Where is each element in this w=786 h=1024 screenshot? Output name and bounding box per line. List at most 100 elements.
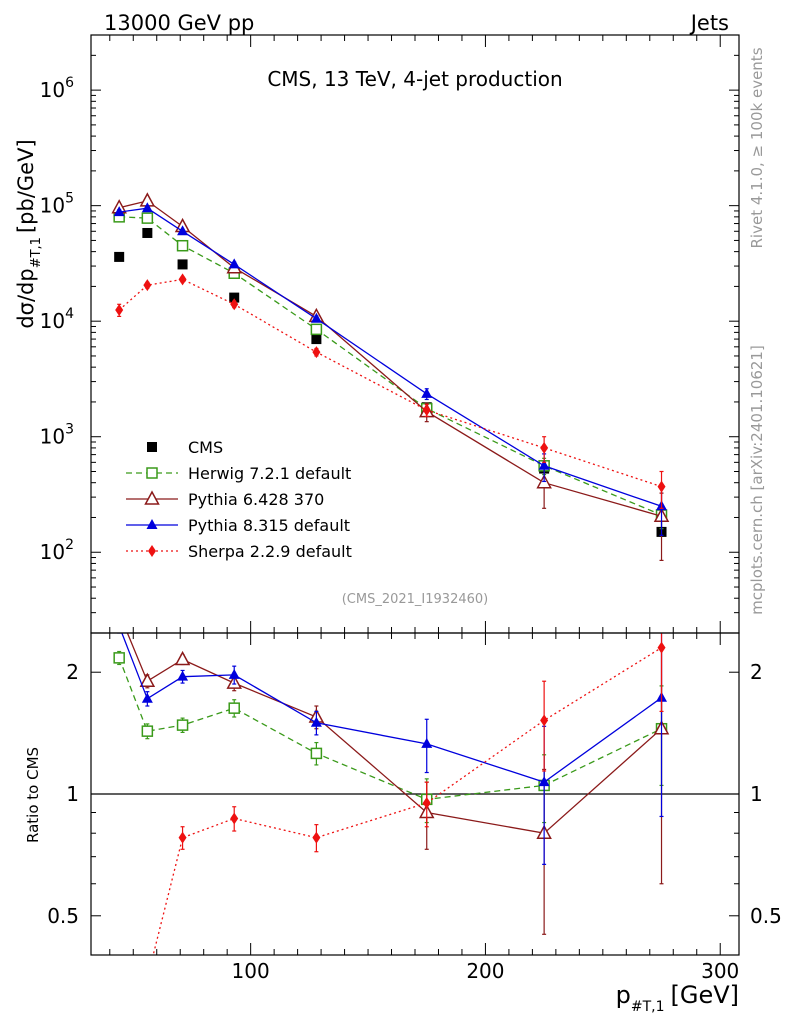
main-y-tick-label: 103 (40, 422, 74, 449)
process-label: 13000 GeV pp (104, 11, 254, 35)
herwig-7-2-1-default-point (176, 239, 189, 252)
main-y-tick-label: 105 (40, 191, 74, 218)
ratio-y-tick-label: 1 (66, 782, 79, 806)
pythia-8-315-default-line (119, 207, 662, 507)
sherpa-2-2-9-default-point (540, 441, 549, 454)
pythia-8-315-default-point (177, 225, 189, 236)
sherpa-2-2-9-default-ratio-point (312, 831, 321, 844)
cms-point (177, 259, 188, 270)
pythia-8-315-default-ratio-point (141, 692, 153, 703)
herwig-7-2-1-default-ratio-point (113, 652, 125, 664)
y-label-unit: [pb/GeV] (14, 139, 38, 233)
plot-title: CMS, 13 TeV, 4-jet production (267, 67, 562, 91)
category-label: Jets (689, 11, 729, 35)
ratio-y-axis-label: Ratio to CMS (24, 747, 42, 843)
herwig-7-2-1-default-ratio-point (176, 719, 189, 731)
tick-base: 10 (40, 309, 65, 333)
cms-point (311, 334, 322, 345)
ratio-y-tick-label: 0.5 (47, 904, 79, 928)
sherpa-2-2-9-default-point (178, 273, 187, 286)
cms-point (229, 292, 240, 303)
pythia-8-315-default-ratio-point (228, 668, 240, 679)
herwig-7-2-1-default-ratio-point (141, 725, 154, 737)
sherpa-2-2-9-default-ratio-point (230, 812, 239, 825)
y-label-sub: #T,1 (29, 237, 44, 268)
legend-marker (144, 490, 160, 505)
legend: CMS Herwig 7.2.1 default Pythia 6.428 370 P… (126, 438, 352, 561)
pythia-8-315-default-point (310, 312, 322, 323)
tick-exponent: 4 (65, 306, 74, 322)
tick-base: 10 (40, 194, 65, 218)
x-axis-label: p#T,1 [GeV] (616, 981, 739, 1015)
mcplots-label: mcplots.cern.ch [arXiv:2401.10621] (748, 345, 766, 615)
sherpa-2-2-9-default-point (143, 279, 152, 292)
pythia-8-315-default-point (141, 202, 153, 213)
legend-label-pythia-6-428-370: Pythia 6.428 370 (188, 490, 324, 509)
sherpa-2-2-9-default-ratio-line (152, 647, 662, 955)
herwig-7-2-1-default-ratio-point (310, 747, 323, 760)
legend-marker (147, 442, 157, 452)
ratio-y-tick-label: 2 (750, 660, 763, 684)
legend-label-cms: CMS (188, 438, 223, 457)
main-y-tick-label: 102 (40, 537, 74, 564)
tick-exponent: 3 (65, 422, 74, 438)
legend-label-pythia-8-315-default: Pythia 8.315 default (188, 516, 350, 535)
legend-marker (146, 519, 158, 529)
pythia-6-428-370-ratio-point (174, 650, 191, 666)
sherpa-2-2-9-default-point (115, 303, 124, 316)
main-y-axis-label: dσ/dp#T,1 [pb/GeV] (14, 139, 44, 328)
herwig-7-2-1-default-line (119, 216, 662, 516)
sherpa-2-2-9-default-point (422, 404, 431, 417)
ratio-series (113, 633, 670, 955)
pythia-8-315-default-point (228, 258, 240, 269)
ratio-y-tick-label: 0.5 (750, 904, 782, 928)
tick-exponent: 6 (65, 75, 74, 91)
pythia-6-428-370-ratio-line (126, 633, 662, 834)
ratio-series-clip (113, 633, 670, 955)
pythia-8-315-default-ratio-point (310, 716, 322, 727)
sherpa-2-2-9-default-point (657, 480, 666, 493)
herwig-7-2-1-default-ratio-line (118, 657, 662, 801)
herwig-7-2-1-default-point (141, 212, 154, 224)
rivet-label: Rivet 4.1.0, ≥ 100k events (748, 47, 766, 248)
pythia-8-315-default-ratio-point (177, 670, 189, 681)
pythia-8-315-default-point (538, 459, 550, 470)
sherpa-2-2-9-default-point (312, 346, 321, 359)
sherpa-2-2-9-default-ratio-point (178, 831, 187, 844)
x-label-sub: #T,1 (631, 999, 665, 1015)
x-label-main: p (616, 981, 631, 1009)
sherpa-2-2-9-default-point (230, 298, 239, 311)
ratio-y-tick-label: 1 (750, 782, 763, 806)
x-tick-label: 100 (232, 959, 270, 983)
sherpa-2-2-9-default-ratio-point (540, 714, 549, 727)
main-y-tick-label: 104 (40, 306, 74, 333)
sherpa-2-2-9-default-ratio-point (422, 797, 431, 810)
ratio-ticks: 100 200 300 0.5 0.5 1 1 2 2 (47, 633, 782, 983)
ratio-panel: 100 200 300 0.5 0.5 1 1 2 2 Ratio to CMS (24, 632, 782, 983)
sherpa-2-2-9-default-ratio-point (657, 641, 666, 654)
herwig-7-2-1-default-point (310, 323, 323, 336)
analysis-tag: (CMS_2021_I1932460) (342, 592, 489, 607)
tick-base: 10 (40, 425, 65, 449)
tick-exponent: 5 (65, 191, 74, 207)
legend-marker (148, 545, 156, 557)
legend-label-herwig-7-2-1-default: Herwig 7.2.1 default (188, 464, 351, 483)
y-label-main: dσ/dp (14, 268, 38, 328)
legend-label-sherpa-2-2-9-default: Sherpa 2.2.9 default (188, 542, 352, 561)
tick-exponent: 2 (65, 537, 74, 553)
pythia-8-315-default-ratio-point (538, 776, 550, 787)
herwig-7-2-1-default-ratio-point (228, 702, 240, 714)
legend-marker (146, 467, 158, 479)
pythia-6-428-370-ratio-point (139, 672, 156, 687)
main-y-tick-label: 106 (40, 75, 74, 102)
cms-point (114, 251, 125, 262)
x-label-unit: [GeV] (670, 981, 739, 1009)
pythia-8-315-default-point (113, 206, 125, 217)
pythia-8-315-default-point (421, 387, 433, 398)
x-tick-label: 200 (466, 959, 504, 983)
tick-base: 10 (40, 78, 65, 102)
pythia-8-315-default-ratio-point (421, 737, 433, 748)
